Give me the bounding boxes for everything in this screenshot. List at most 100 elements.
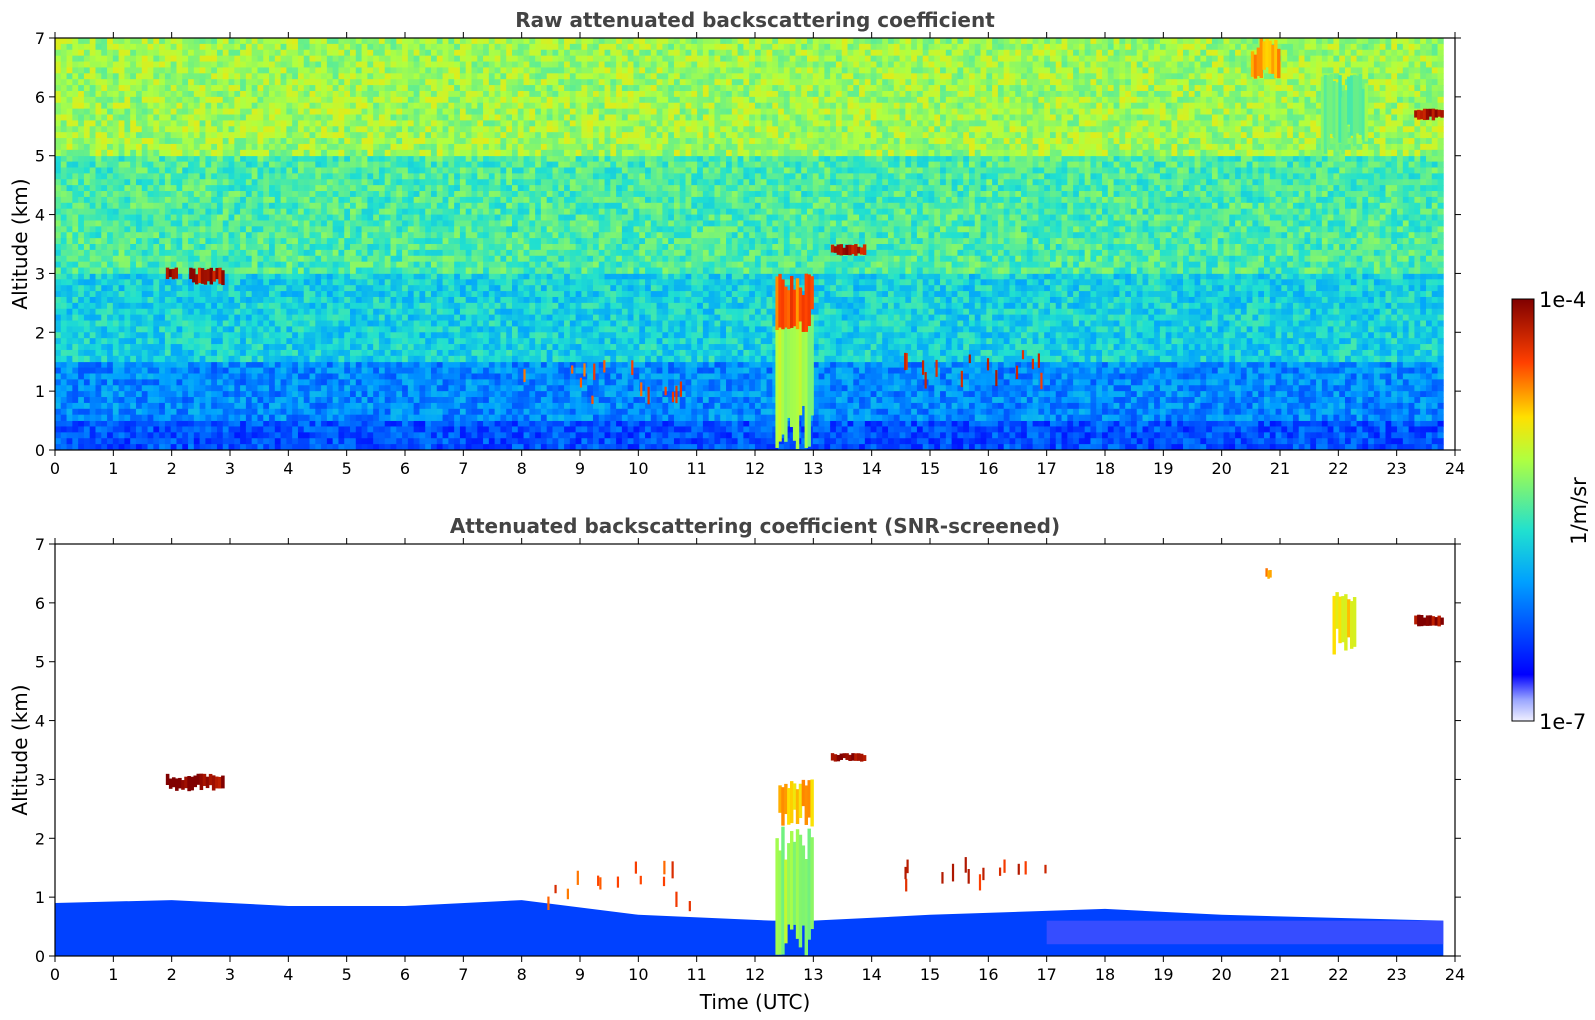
background-cell — [188, 438, 195, 445]
background-cell — [1356, 367, 1363, 374]
background-cell — [1310, 426, 1317, 433]
background-cell — [737, 385, 744, 392]
background-cell — [483, 308, 490, 316]
background-cell — [893, 361, 900, 368]
background-cell — [1206, 408, 1213, 416]
background-cell — [384, 320, 391, 327]
background-cell — [592, 361, 600, 368]
background-cell — [1339, 408, 1346, 416]
background-cell — [402, 314, 409, 321]
background-cell — [147, 302, 154, 310]
background-cell — [141, 332, 148, 339]
background-cell — [396, 402, 403, 410]
background-cell — [413, 332, 420, 339]
background-cell — [511, 420, 519, 427]
background-cell — [124, 349, 131, 357]
background-cell — [448, 338, 455, 345]
background-cell — [1177, 414, 1184, 421]
background-cell — [1425, 361, 1433, 368]
background-cell — [286, 385, 293, 392]
background-cell — [1107, 438, 1115, 445]
background-cell — [205, 432, 212, 439]
background-cell — [176, 367, 183, 374]
background-cell — [1194, 397, 1201, 404]
background-cell — [280, 426, 287, 433]
background-cell — [66, 338, 73, 345]
background-cell — [321, 426, 328, 433]
background-cell — [569, 373, 577, 380]
background-cell — [1223, 379, 1230, 386]
background-cell — [772, 420, 779, 427]
background-cell — [1130, 385, 1138, 392]
background-cell — [107, 344, 114, 351]
background-cell — [1258, 426, 1265, 433]
background-cell — [257, 326, 264, 333]
background-cell — [112, 314, 120, 321]
background-cell — [1148, 367, 1155, 374]
background-cell — [847, 414, 854, 421]
background-cell — [211, 332, 218, 339]
background-cell — [529, 332, 536, 339]
background-cell — [274, 367, 282, 374]
background-cell — [1252, 426, 1259, 433]
background-cell — [407, 408, 415, 416]
background-cell — [384, 296, 391, 304]
background-cell — [1026, 432, 1034, 439]
background-cell — [1055, 408, 1062, 416]
background-cell — [234, 391, 241, 398]
background-cell — [101, 444, 108, 451]
background-cell — [222, 432, 229, 439]
background-cell — [737, 402, 744, 410]
background-cell — [569, 432, 577, 439]
background-cell — [1298, 408, 1305, 416]
background-cell — [182, 408, 189, 416]
background-cell — [1200, 414, 1207, 421]
background-cell — [934, 385, 941, 392]
background-cell — [199, 402, 206, 410]
background-cell — [506, 361, 513, 368]
background-cell — [980, 373, 987, 380]
background-cell — [60, 344, 67, 351]
background-cell — [1217, 397, 1224, 404]
background-cell — [1327, 426, 1334, 433]
background-cell — [251, 332, 258, 339]
background-cell — [905, 385, 912, 392]
background-cell — [234, 397, 241, 404]
background-cell — [1061, 414, 1068, 421]
background-cell — [986, 391, 993, 398]
background-cell — [101, 326, 108, 333]
background-cell — [315, 408, 322, 416]
background-cell — [141, 426, 148, 433]
background-cell — [1246, 373, 1253, 380]
background-cell — [83, 296, 91, 304]
background-cell — [442, 379, 449, 386]
background-cell — [529, 273, 536, 280]
background-cell — [517, 291, 524, 298]
background-cell — [656, 391, 663, 398]
background-cell — [436, 308, 443, 316]
background-cell — [321, 438, 328, 445]
background-cell — [697, 367, 704, 374]
background-cell — [523, 379, 530, 386]
background-cell — [523, 444, 530, 451]
background-cell — [685, 385, 692, 392]
background-cell — [1397, 373, 1404, 380]
background-cell — [1165, 408, 1172, 416]
background-cell — [1397, 367, 1404, 374]
background-cell — [540, 438, 548, 445]
background-cell — [1165, 402, 1172, 410]
background-cell — [257, 291, 264, 298]
background-cell — [1015, 385, 1022, 392]
background-cell — [390, 320, 397, 327]
background-cell — [968, 361, 976, 368]
background-cell — [384, 391, 391, 398]
background-cell — [124, 408, 131, 416]
background-cell — [60, 273, 67, 280]
background-cell — [188, 402, 195, 410]
background-cell — [465, 326, 472, 333]
background-cell — [465, 444, 472, 451]
background-cell — [569, 279, 577, 286]
background-cell — [309, 308, 316, 316]
background-cell — [1356, 420, 1363, 427]
background-cell — [812, 432, 819, 439]
